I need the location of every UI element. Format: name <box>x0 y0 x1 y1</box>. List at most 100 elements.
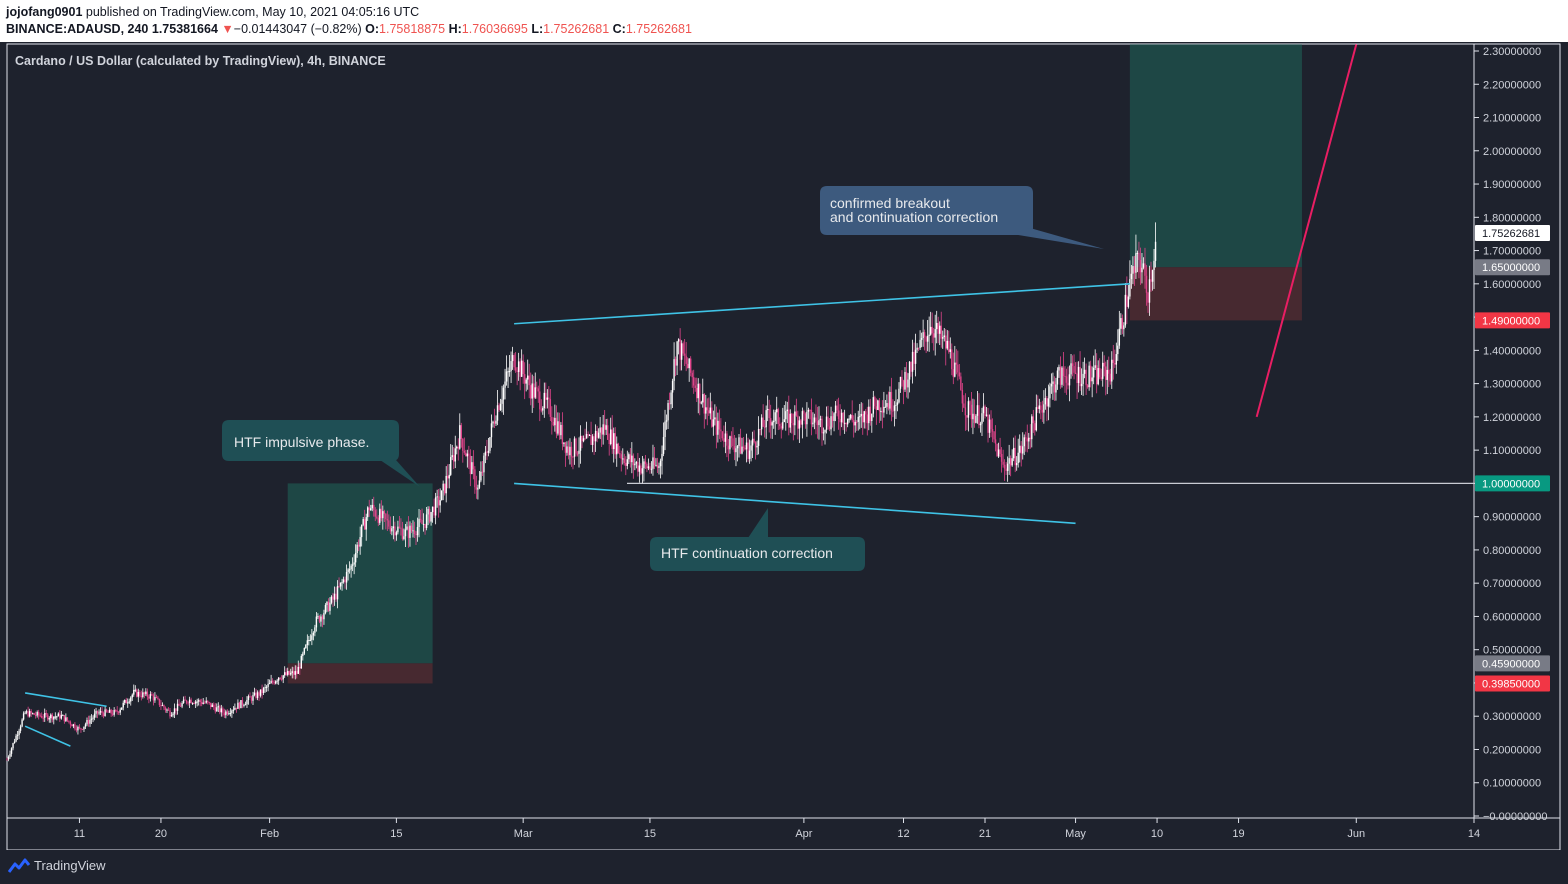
candle-body <box>114 710 117 712</box>
candle-body <box>10 748 13 754</box>
candle-body <box>124 699 126 703</box>
candle-body <box>474 469 476 488</box>
candle-body <box>623 458 625 463</box>
callout-breakout-text: and continuation correction <box>830 209 998 225</box>
candle-body <box>872 397 875 414</box>
x-tick-label: 20 <box>155 828 167 840</box>
candle-body <box>1148 279 1151 303</box>
candle-body <box>964 407 967 416</box>
candle-body <box>1047 398 1050 407</box>
candle-body <box>63 715 66 722</box>
candle-body <box>359 537 361 547</box>
candle-body <box>237 702 239 709</box>
x-tick-label: Apr <box>795 828 812 840</box>
candle-body <box>777 409 779 424</box>
candle-body <box>631 455 633 463</box>
candle-body <box>490 423 493 438</box>
candle-body <box>699 383 701 404</box>
candle-body <box>913 351 915 364</box>
candle-body <box>620 454 622 459</box>
candle-body <box>733 446 736 453</box>
candle-body <box>726 433 728 446</box>
candle-body <box>59 713 61 719</box>
candle-body <box>765 410 767 428</box>
candle-body <box>134 689 136 691</box>
candle-body <box>247 696 250 700</box>
candle-body <box>700 402 702 404</box>
candle-body <box>454 448 456 462</box>
candle-body <box>214 707 216 712</box>
chart-area[interactable]: HTF impulsive phase. HTF continuation cor… <box>0 42 1568 851</box>
candle-body <box>896 402 899 405</box>
candle-body <box>1099 368 1101 378</box>
candle-body <box>308 640 310 642</box>
candle-body <box>127 702 129 704</box>
candle-body <box>258 692 260 696</box>
candle-body <box>318 616 321 622</box>
candle-body <box>249 696 251 698</box>
candle-body <box>383 511 386 514</box>
candle-body <box>919 339 921 348</box>
candle-body <box>979 423 982 426</box>
candle-body <box>934 329 936 338</box>
candle-body <box>259 689 262 696</box>
candle-body <box>859 416 861 418</box>
candle-body <box>472 462 475 470</box>
candle-body <box>433 506 435 516</box>
candle-body <box>1103 362 1105 367</box>
candle-body <box>37 712 40 716</box>
candle-body <box>1142 263 1145 268</box>
candle-body <box>1092 367 1095 378</box>
candle-body <box>140 695 143 697</box>
candle-body <box>827 416 829 427</box>
price-chart[interactable]: HTF impulsive phase. HTF continuation cor… <box>0 42 1568 851</box>
candle-body <box>1059 366 1062 385</box>
candle-body <box>389 526 392 532</box>
candle-body <box>676 341 678 366</box>
tradingview-logo-icon[interactable] <box>8 858 30 874</box>
candle-body <box>425 514 428 529</box>
candle-body <box>877 400 879 410</box>
candle-body <box>193 703 195 705</box>
candle-body <box>530 385 532 399</box>
tradingview-brand[interactable]: TradingView <box>34 858 106 873</box>
candle-body <box>978 405 980 426</box>
candle-body <box>232 709 235 711</box>
candle-body <box>860 413 862 417</box>
candle-body <box>661 453 663 461</box>
candle-body <box>754 442 757 448</box>
publish-date: published on TradingView.com, May 10, 20… <box>82 5 420 19</box>
candle-body <box>179 705 182 707</box>
candle-body <box>723 438 725 442</box>
x-tick-label: Feb <box>260 828 279 840</box>
candle-body <box>846 418 849 425</box>
candle-body <box>468 453 470 456</box>
candle-body <box>1106 369 1108 380</box>
candle-body <box>539 391 541 410</box>
candle-body <box>948 340 950 352</box>
candle-body <box>161 705 164 707</box>
candle-body <box>830 416 832 430</box>
candle-body <box>197 700 200 702</box>
candle-body <box>280 678 283 680</box>
candle-body <box>48 718 50 720</box>
candle-body <box>507 371 509 373</box>
candle-body <box>80 728 82 730</box>
candle-body <box>226 711 229 715</box>
candle-body <box>680 343 683 360</box>
candle-body <box>111 713 114 715</box>
candle-body <box>843 422 846 424</box>
author-name[interactable]: jojofang0901 <box>6 5 83 19</box>
candle-body <box>335 593 337 600</box>
candle-body <box>517 361 520 372</box>
candle-body <box>336 585 339 600</box>
candle-body <box>243 704 245 706</box>
candle-body <box>475 487 478 490</box>
candle-body <box>886 403 888 407</box>
candle-body <box>871 413 873 421</box>
candle-body <box>24 712 26 714</box>
candle-body <box>428 508 431 522</box>
candle-body <box>339 582 342 587</box>
candle-body <box>949 349 951 352</box>
candle-body <box>813 417 816 423</box>
